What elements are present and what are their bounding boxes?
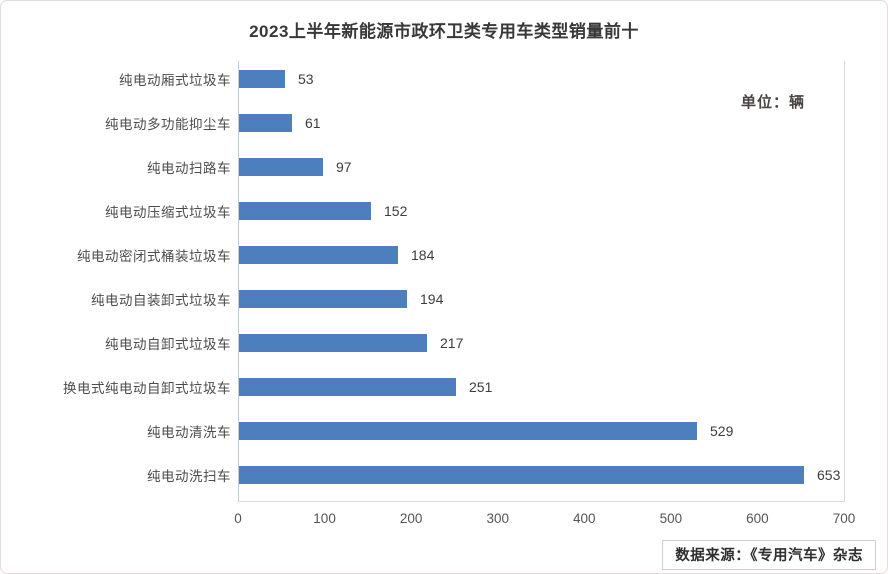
- bar-row: 纯电动压缩式垃圾车 152: [21, 189, 869, 233]
- bar-rows: 纯电动厢式垃圾车 53 纯电动多功能抑尘车 61 纯电动扫路车 97 纯电动压缩…: [21, 57, 869, 497]
- bar-track: 184: [239, 233, 845, 277]
- bar-row: 纯电动多功能抑尘车 61: [21, 101, 869, 145]
- bar-track: 97: [239, 145, 845, 189]
- category-label: 纯电动自装卸式垃圾车: [91, 293, 231, 308]
- category-label: 纯电动清洗车: [147, 425, 231, 440]
- bar-row: 纯电动厢式垃圾车 53: [21, 57, 869, 101]
- bar-track: 217: [239, 321, 845, 365]
- category-label: 换电式纯电动自卸式垃圾车: [63, 381, 231, 396]
- bar[interactable]: [239, 422, 697, 440]
- category-label: 纯电动厢式垃圾车: [119, 73, 231, 88]
- value-label: 53: [298, 71, 314, 87]
- chart-title: 2023上半年新能源市政环卫类专用车类型销量前十: [249, 22, 639, 41]
- unit-label: 单位：辆: [740, 94, 805, 111]
- category-label: 纯电动多功能抑尘车: [105, 117, 231, 132]
- bar[interactable]: [239, 70, 285, 88]
- bar-track: 251: [239, 365, 845, 409]
- bar[interactable]: [239, 114, 292, 132]
- bar[interactable]: [239, 290, 407, 308]
- x-axis-tick-label: 700: [832, 511, 856, 526]
- bar-row: 纯电动扫路车 97: [21, 145, 869, 189]
- bar[interactable]: [239, 466, 804, 484]
- bar[interactable]: [239, 334, 427, 352]
- x-axis-tick-label: 200: [399, 511, 423, 526]
- bar[interactable]: [239, 246, 398, 264]
- x-axis-line: [238, 501, 845, 502]
- bar-row: 纯电动洗扫车 653: [21, 453, 869, 497]
- data-source-label: 数据来源：《专用汽车》杂志: [662, 540, 876, 570]
- bar-track: 653: [239, 453, 845, 497]
- category-label: 纯电动自卸式垃圾车: [105, 337, 231, 352]
- bar-track: 194: [239, 277, 845, 321]
- value-label: 97: [336, 159, 352, 175]
- bar-track: 152: [239, 189, 845, 233]
- value-label: 184: [411, 247, 435, 263]
- x-axis: 0 100 200 300 400 500 600 700: [234, 505, 855, 531]
- value-label: 529: [710, 423, 734, 439]
- bar-track: 53: [239, 57, 845, 101]
- value-label: 251: [469, 379, 493, 395]
- value-label: 61: [305, 115, 321, 131]
- plot-right-border: [844, 61, 845, 501]
- value-label: 194: [420, 291, 444, 307]
- bar-row: 纯电动自卸式垃圾车 217: [21, 321, 869, 365]
- value-label: 152: [384, 203, 408, 219]
- y-axis-line: [238, 61, 239, 501]
- bar-chart: 纯电动厢式垃圾车 53 纯电动多功能抑尘车 61 纯电动扫路车 97 纯电动压缩…: [21, 57, 869, 527]
- category-label: 纯电动扫路车: [147, 161, 231, 176]
- category-label: 纯电动密闭式桶装垃圾车: [77, 249, 231, 264]
- bar[interactable]: [239, 158, 323, 176]
- bar[interactable]: [239, 378, 456, 396]
- bar-row: 纯电动自装卸式垃圾车 194: [21, 277, 869, 321]
- bar-row: 换电式纯电动自卸式垃圾车 251: [21, 365, 869, 409]
- bar-row: 纯电动清洗车 529: [21, 409, 869, 453]
- x-axis-tick-label: 300: [486, 511, 509, 526]
- category-label: 纯电动洗扫车: [147, 469, 231, 484]
- x-axis-tick-label: 600: [746, 511, 769, 526]
- x-axis-tick-label: 500: [659, 511, 683, 526]
- bar-track: 61: [239, 101, 845, 145]
- value-label: 653: [817, 467, 841, 483]
- x-axis-tick-label: 0: [234, 511, 242, 526]
- category-label: 纯电动压缩式垃圾车: [105, 205, 231, 220]
- bar-track: 529: [239, 409, 845, 453]
- value-label: 217: [440, 335, 464, 351]
- x-axis-tick-label: 100: [313, 511, 336, 526]
- bar-row: 纯电动密闭式桶装垃圾车 184: [21, 233, 869, 277]
- x-axis-tick-label: 400: [573, 511, 596, 526]
- bar[interactable]: [239, 202, 371, 220]
